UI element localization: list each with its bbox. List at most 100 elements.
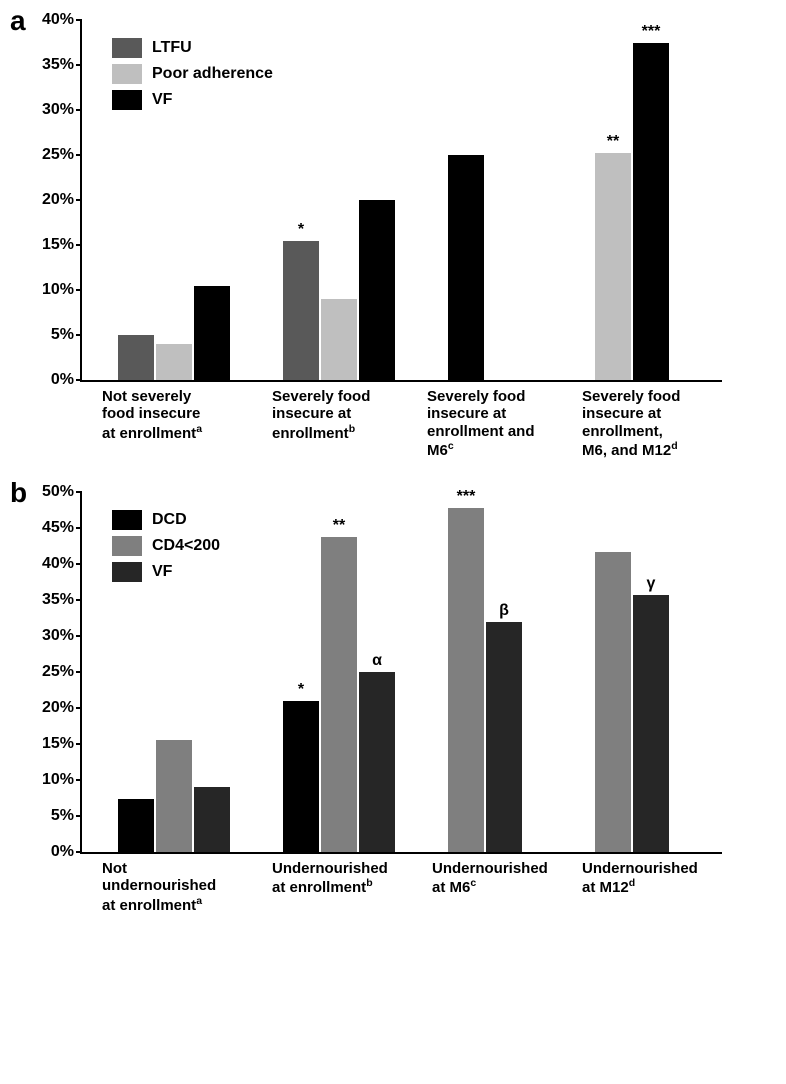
ytick-mark bbox=[76, 815, 82, 817]
bar-wrap bbox=[117, 335, 155, 380]
legend-swatch bbox=[112, 510, 142, 530]
bar-annotation: α bbox=[372, 652, 382, 672]
bar bbox=[194, 286, 230, 380]
x-category-label: Not severelyfood insecureat enrollmenta bbox=[102, 380, 252, 442]
bar-wrap bbox=[155, 740, 193, 852]
bar bbox=[595, 552, 631, 852]
legend-swatch bbox=[112, 536, 142, 556]
legend-label: CD4<200 bbox=[152, 537, 220, 555]
ytick-mark bbox=[76, 154, 82, 156]
bar bbox=[595, 153, 631, 380]
x-category-label: Undernourishedat M6c bbox=[432, 852, 592, 897]
bar-annotation: * bbox=[298, 681, 304, 701]
legend-label: LTFU bbox=[152, 39, 192, 57]
bar-wrap bbox=[193, 787, 231, 852]
legend-label: VF bbox=[152, 563, 172, 581]
legend-swatch bbox=[112, 562, 142, 582]
legend-label: Poor adherence bbox=[152, 65, 273, 83]
bar-group bbox=[117, 286, 231, 380]
ytick-mark bbox=[76, 379, 82, 381]
bar-annotation: ** bbox=[333, 517, 345, 537]
ytick-mark bbox=[76, 109, 82, 111]
bar bbox=[194, 787, 230, 852]
chart-b-plot: 0%5%10%15%20%25%30%35%40%45%50%DCDCD4<20… bbox=[80, 492, 722, 854]
ytick-mark bbox=[76, 244, 82, 246]
bar-group: γ bbox=[594, 552, 670, 852]
bar-annotation: *** bbox=[642, 23, 661, 43]
ytick-mark bbox=[76, 635, 82, 637]
bar bbox=[448, 155, 484, 380]
x-category-label: Severely foodinsecure atenrollmentb bbox=[272, 380, 422, 442]
legend-label: VF bbox=[152, 91, 172, 109]
bar bbox=[633, 43, 669, 380]
ytick-mark bbox=[76, 289, 82, 291]
bar-annotation: *** bbox=[457, 488, 476, 508]
ytick-mark bbox=[76, 599, 82, 601]
ytick-mark bbox=[76, 671, 82, 673]
legend-swatch bbox=[112, 64, 142, 84]
bar bbox=[321, 299, 357, 380]
figure-container: a 0%5%10%15%20%25%30%35%40%LTFUPoor adhe… bbox=[20, 20, 766, 854]
chart-a-wrap: 0%5%10%15%20%25%30%35%40%LTFUPoor adhere… bbox=[80, 20, 766, 382]
x-category-label: Severely foodinsecure atenrollment,M6, a… bbox=[582, 380, 732, 459]
bar-wrap bbox=[193, 286, 231, 380]
legend-item: DCD bbox=[112, 510, 220, 530]
bar-wrap bbox=[358, 200, 396, 380]
legend: LTFU Poor adherence VF bbox=[112, 38, 273, 110]
bar-wrap: * bbox=[282, 701, 320, 852]
ytick-mark bbox=[76, 19, 82, 21]
chart-a-plot: 0%5%10%15%20%25%30%35%40%LTFUPoor adhere… bbox=[80, 20, 722, 382]
bar-wrap bbox=[155, 344, 193, 380]
bar-wrap bbox=[447, 155, 485, 380]
bar-group: * bbox=[282, 200, 396, 380]
ytick-mark bbox=[76, 779, 82, 781]
legend: DCD CD4<200 VF bbox=[112, 510, 220, 582]
bar-wrap: * bbox=[282, 241, 320, 381]
ytick-mark bbox=[76, 491, 82, 493]
bar-annotation: β bbox=[499, 602, 509, 622]
bar-wrap bbox=[594, 552, 632, 852]
bar-wrap: *** bbox=[632, 43, 670, 380]
bar-annotation: γ bbox=[647, 575, 656, 595]
legend-item: Poor adherence bbox=[112, 64, 273, 84]
bar-group: *** β bbox=[447, 508, 523, 852]
bar bbox=[359, 672, 395, 852]
legend-item: CD4<200 bbox=[112, 536, 220, 556]
bar-group: ***α bbox=[282, 537, 396, 852]
panel-a-label: a bbox=[10, 5, 26, 37]
legend-item: VF bbox=[112, 562, 220, 582]
legend-swatch bbox=[112, 38, 142, 58]
x-category-label: Notundernourishedat enrollmenta bbox=[102, 852, 262, 914]
bar bbox=[359, 200, 395, 380]
bar-group bbox=[447, 155, 485, 380]
legend-item: VF bbox=[112, 90, 273, 110]
x-category-label: Undernourishedat enrollmentb bbox=[272, 852, 432, 897]
bar-wrap: ** bbox=[594, 153, 632, 380]
bar bbox=[486, 622, 522, 852]
ytick-mark bbox=[76, 743, 82, 745]
x-category-label: Undernourishedat M12d bbox=[582, 852, 742, 897]
bar bbox=[156, 344, 192, 380]
bar-annotation: * bbox=[298, 221, 304, 241]
legend-swatch bbox=[112, 90, 142, 110]
bar-group: ***** bbox=[594, 43, 670, 380]
bar bbox=[118, 799, 154, 852]
ytick-mark bbox=[76, 851, 82, 853]
panel-b: b 0%5%10%15%20%25%30%35%40%45%50%DCDCD4<… bbox=[20, 492, 766, 854]
legend-label: DCD bbox=[152, 511, 187, 529]
bar-group bbox=[117, 740, 231, 852]
bar bbox=[283, 701, 319, 852]
bar bbox=[448, 508, 484, 852]
bar bbox=[118, 335, 154, 380]
panel-a: a 0%5%10%15%20%25%30%35%40%LTFUPoor adhe… bbox=[20, 20, 766, 382]
bar-annotation: ** bbox=[607, 133, 619, 153]
bar-wrap: *** bbox=[447, 508, 485, 852]
panel-b-label: b bbox=[10, 477, 27, 509]
bar bbox=[633, 595, 669, 852]
bar bbox=[321, 537, 357, 852]
bar-wrap bbox=[320, 299, 358, 380]
legend-item: LTFU bbox=[112, 38, 273, 58]
ytick-mark bbox=[76, 64, 82, 66]
bar-wrap: γ bbox=[632, 595, 670, 852]
chart-b-wrap: 0%5%10%15%20%25%30%35%40%45%50%DCDCD4<20… bbox=[80, 492, 766, 854]
